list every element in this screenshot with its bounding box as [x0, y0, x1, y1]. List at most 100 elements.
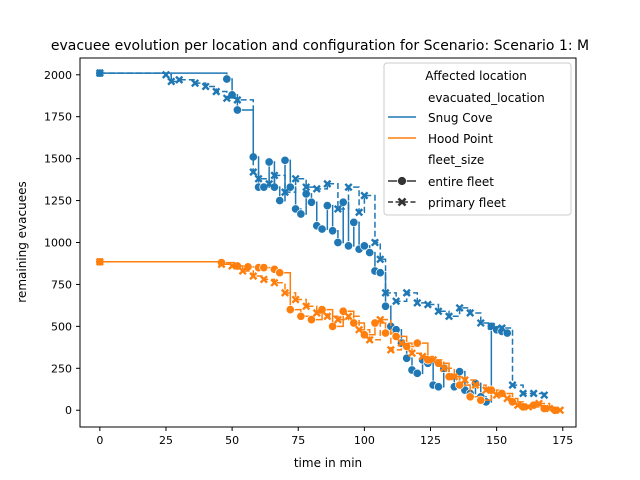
data-point-snug-cove-entire-fleet [412, 368, 422, 378]
data-point-snug-cove-primary-fleet [392, 297, 401, 306]
data-point-snug-cove-entire-fleet [433, 382, 443, 392]
data-point-hood-point-primary-fleet [280, 288, 290, 297]
data-point-snug-cove-entire-fleet [259, 182, 269, 192]
data-point-hood-point-primary-fleet [513, 401, 522, 410]
data-point-snug-cove-entire-fleet [296, 209, 306, 219]
data-point-snug-cove-primary-fleet [487, 322, 496, 331]
y-axis-label: remaining evacuees [15, 181, 29, 302]
data-point-snug-cove-primary-fleet [280, 188, 290, 197]
data-point-snug-cove-entire-fleet [222, 74, 232, 84]
series-line-hood-point-primary-fleet [99, 261, 561, 411]
data-point-hood-point-primary-fleet [418, 352, 427, 361]
x-tick-label: 0 [96, 434, 103, 447]
data-point-snug-cove-primary-fleet [249, 168, 258, 177]
data-point-hood-point-entire-fleet [275, 268, 285, 278]
y-tick-label: 1000 [44, 237, 72, 250]
data-point-snug-cove-primary-fleet [270, 171, 279, 180]
data-point-snug-cove-entire-fleet [359, 241, 369, 251]
x-tick-label: 25 [159, 434, 173, 447]
y-axis: 0 250 500 750 1000 1250 1500 1750 2000 [44, 69, 80, 417]
x-tick-label: 100 [354, 434, 375, 447]
data-point-snug-cove-entire-fleet [317, 224, 327, 234]
data-point-snug-cove-entire-fleet [232, 105, 242, 115]
data-point-snug-cove-entire-fleet [375, 268, 385, 278]
data-point-hood-point-primary-fleet [534, 399, 544, 408]
data-point-snug-cove-entire-fleet [301, 189, 311, 199]
data-point-hood-point-primary-fleet [323, 312, 332, 321]
data-point-hood-point-entire-fleet [476, 395, 486, 405]
data-point-hood-point-entire-fleet [412, 338, 422, 348]
data-point-snug-cove-primary-fleet [191, 79, 200, 88]
data-point-snug-cove-primary-fleet [423, 300, 432, 309]
data-point-snug-cove-primary-fleet [455, 303, 464, 312]
data-point-hood-point-primary-fleet [249, 271, 258, 281]
data-point-snug-cove-primary-fleet [434, 307, 443, 316]
legend-label-hood-point: Hood Point [428, 132, 493, 146]
y-tick-label: 1250 [44, 195, 72, 208]
series-line-snug-cove-primary-fleet [99, 72, 546, 396]
data-point-snug-cove-primary-fleet [233, 95, 242, 104]
data-point-snug-cove-entire-fleet [365, 248, 375, 258]
data-point-snug-cove-primary-fleet [175, 75, 184, 84]
x-axis: 0 25 50 75 100 125 150 175 [96, 427, 573, 447]
x-axis-label: time in min [294, 456, 362, 470]
data-point-hood-point-entire-fleet [507, 397, 518, 407]
data-point-snug-cove-primary-fleet [95, 69, 104, 78]
data-point-hood-point-entire-fleet [465, 392, 475, 402]
x-tick-label: 150 [486, 434, 507, 447]
data-point-snug-cove-primary-fleet [381, 288, 390, 297]
data-point-hood-point-primary-fleet [302, 302, 311, 311]
data-point-snug-cove-primary-fleet [476, 318, 485, 328]
data-point-snug-cove-entire-fleet [328, 226, 338, 236]
chart-title: evacuee evolution per location and confi… [51, 38, 589, 54]
data-point-snug-cove-primary-fleet [302, 183, 311, 192]
data-point-hood-point-primary-fleet [333, 315, 342, 324]
data-point-hood-point-primary-fleet [471, 381, 480, 390]
data-point-hood-point-primary-fleet [259, 275, 268, 284]
data-point-snug-cove-primary-fleet [344, 183, 353, 192]
data-point-hood-point-primary-fleet [556, 406, 565, 415]
y-tick-label: 1750 [44, 111, 72, 124]
y-tick-label: 0 [65, 404, 72, 417]
data-point-snug-cove-primary-fleet [212, 87, 221, 96]
data-point-snug-cove-primary-fleet [312, 184, 321, 193]
y-tick-label: 750 [51, 278, 72, 291]
data-point-hood-point-primary-fleet [524, 402, 533, 411]
data-point-hood-point-primary-fleet [95, 257, 104, 266]
data-point-hood-point-entire-fleet [370, 318, 380, 328]
data-point-hood-point-entire-fleet [317, 305, 327, 315]
data-point-snug-cove-entire-fleet [322, 201, 332, 211]
data-point-hood-point-entire-fleet [391, 331, 401, 341]
data-point-snug-cove-primary-fleet [265, 179, 274, 188]
data-point-snug-cove-entire-fleet [333, 237, 343, 248]
legend-label-entire-fleet: entire fleet [428, 175, 494, 189]
data-point-snug-cove-primary-fleet [540, 391, 549, 400]
data-point-hood-point-primary-fleet [312, 308, 321, 317]
data-point-snug-cove-primary-fleet [291, 174, 300, 183]
legend: Affected location evacuated_location Snu… [383, 62, 572, 216]
data-point-snug-cove-entire-fleet [264, 157, 274, 167]
data-point-snug-cove-primary-fleet [254, 174, 263, 183]
plot-area [95, 68, 565, 415]
data-point-snug-cove-entire-fleet [380, 301, 391, 311]
legend-title: Affected location [425, 69, 527, 83]
data-point-snug-cove-primary-fleet [201, 82, 210, 91]
legend-marker-primary-fleet [397, 197, 407, 207]
data-point-hood-point-entire-fleet [296, 311, 306, 321]
legend-frame [383, 62, 572, 216]
data-point-hood-point-primary-fleet [344, 312, 353, 321]
legend-label-primary-fleet: primary fleet [428, 196, 506, 210]
data-point-hood-point-entire-fleet [328, 321, 338, 331]
data-point-hood-point-primary-fleet [365, 335, 374, 344]
data-point-hood-point-primary-fleet [397, 339, 406, 348]
legend-marker-entire-fleet [397, 176, 407, 186]
y-tick-label: 1500 [44, 153, 72, 166]
data-point-snug-cove-entire-fleet [338, 197, 348, 207]
data-point-hood-point-primary-fleet [407, 349, 417, 358]
legend-label-snug-cove: Snug Cove [428, 111, 492, 125]
data-point-hood-point-primary-fleet [238, 266, 247, 276]
data-point-snug-cove-primary-fleet [466, 308, 475, 317]
data-point-snug-cove-entire-fleet [275, 196, 285, 206]
data-point-hood-point-primary-fleet [291, 295, 300, 304]
